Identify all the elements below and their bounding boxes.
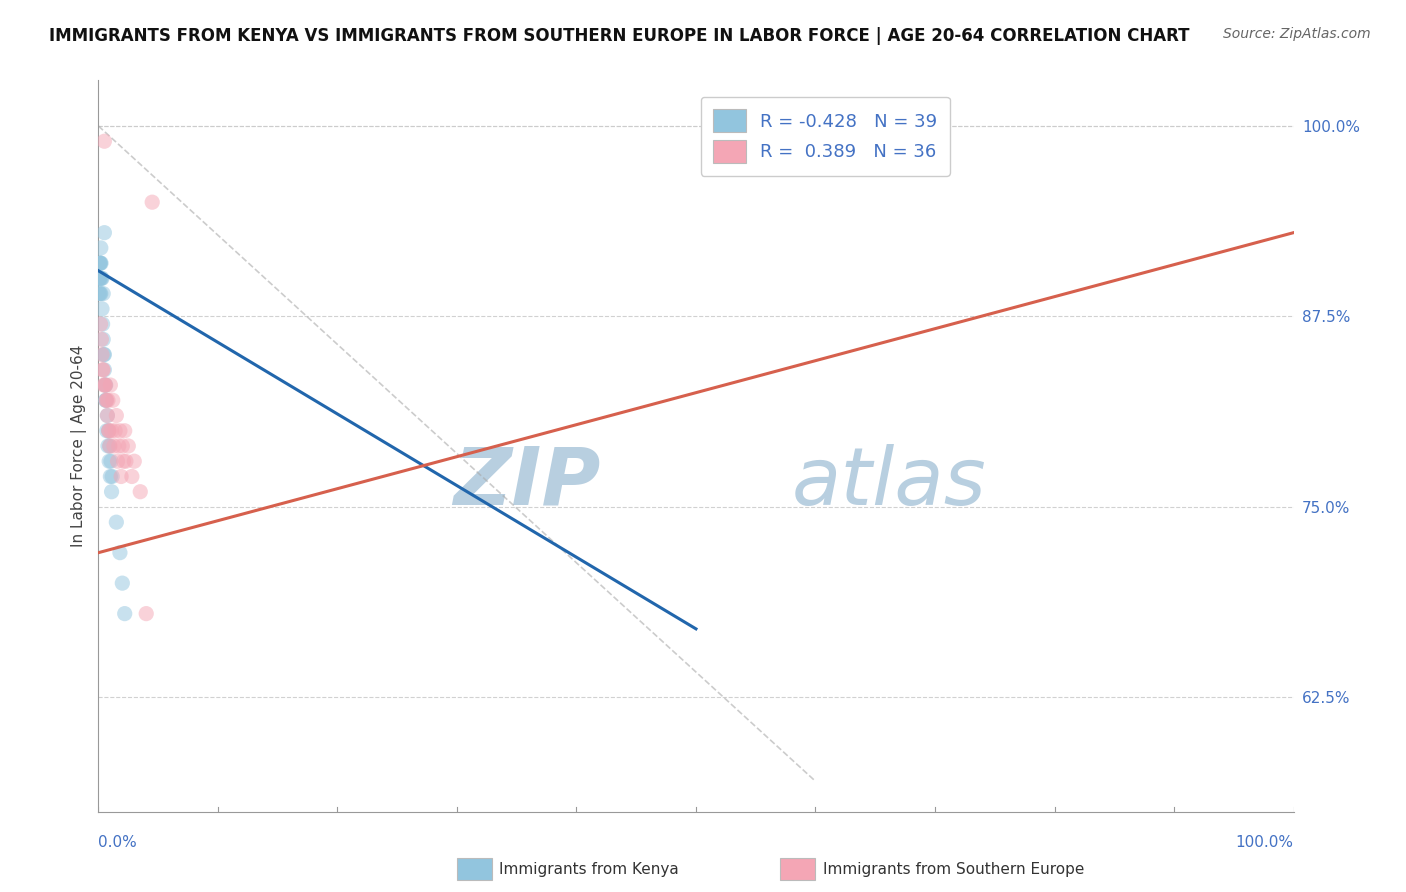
- Text: atlas: atlas: [792, 443, 987, 522]
- Point: [91, 363, 114, 377]
- Point: [111, 576, 134, 591]
- Text: Source: ZipAtlas.com: Source: ZipAtlas.com: [1223, 27, 1371, 41]
- Point: [89, 256, 111, 270]
- Point: [94, 378, 117, 392]
- Point: [93, 226, 115, 240]
- Point: [89, 271, 111, 285]
- Point: [94, 393, 117, 408]
- Point: [98, 439, 121, 453]
- Point: [135, 607, 157, 621]
- Point: [93, 363, 115, 377]
- Point: [90, 317, 112, 331]
- Point: [96, 424, 118, 438]
- Point: [93, 347, 115, 362]
- Point: [108, 546, 131, 560]
- Point: [96, 409, 118, 423]
- Point: [98, 424, 121, 438]
- Point: [105, 409, 128, 423]
- Point: [124, 454, 146, 468]
- Point: [96, 393, 118, 408]
- Point: [96, 393, 118, 408]
- Point: [93, 378, 115, 392]
- Point: [97, 424, 120, 438]
- Point: [97, 424, 120, 438]
- Point: [100, 454, 122, 468]
- Text: IMMIGRANTS FROM KENYA VS IMMIGRANTS FROM SOUTHERN EUROPE IN LABOR FORCE | AGE 20: IMMIGRANTS FROM KENYA VS IMMIGRANTS FROM…: [49, 27, 1189, 45]
- Point: [91, 317, 114, 331]
- Point: [89, 256, 111, 270]
- Text: 0.0%: 0.0%: [98, 835, 138, 849]
- Text: ZIP: ZIP: [453, 443, 600, 522]
- Point: [117, 439, 139, 453]
- Point: [97, 393, 120, 408]
- Point: [141, 195, 163, 210]
- Point: [90, 271, 112, 285]
- Point: [112, 454, 135, 468]
- Point: [91, 363, 114, 377]
- Point: [108, 424, 131, 438]
- Point: [89, 256, 111, 270]
- Point: [91, 286, 114, 301]
- Legend: R = -0.428   N = 39, R =  0.389   N = 36: R = -0.428 N = 39, R = 0.389 N = 36: [700, 96, 950, 176]
- Text: Immigrants from Southern Europe: Immigrants from Southern Europe: [823, 863, 1084, 877]
- Point: [98, 454, 121, 468]
- Point: [129, 484, 152, 499]
- Point: [111, 439, 134, 453]
- Point: [91, 271, 114, 285]
- Point: [90, 241, 112, 255]
- Point: [98, 378, 122, 392]
- Point: [107, 454, 129, 468]
- Point: [101, 393, 124, 408]
- Point: [107, 439, 129, 453]
- Text: Immigrants from Kenya: Immigrants from Kenya: [499, 863, 679, 877]
- Point: [121, 469, 143, 483]
- Point: [104, 424, 127, 438]
- Point: [94, 378, 117, 392]
- Point: [93, 347, 115, 362]
- Point: [98, 439, 121, 453]
- Point: [103, 439, 125, 453]
- Point: [98, 469, 122, 483]
- Y-axis label: In Labor Force | Age 20-64: In Labor Force | Age 20-64: [72, 345, 87, 547]
- Point: [90, 256, 112, 270]
- Point: [89, 286, 111, 301]
- Point: [91, 301, 114, 316]
- Point: [101, 469, 124, 483]
- Point: [94, 378, 117, 392]
- Point: [90, 286, 112, 301]
- Point: [110, 469, 132, 483]
- Point: [89, 286, 111, 301]
- Point: [93, 134, 115, 148]
- Point: [97, 439, 120, 453]
- Point: [94, 378, 117, 392]
- Point: [90, 271, 112, 285]
- Text: 100.0%: 100.0%: [1236, 835, 1294, 849]
- Point: [105, 515, 128, 529]
- Point: [100, 424, 122, 438]
- Point: [100, 484, 122, 499]
- Point: [90, 332, 112, 346]
- Point: [96, 409, 118, 423]
- Point: [91, 332, 114, 346]
- Point: [96, 393, 118, 408]
- Point: [91, 347, 114, 362]
- Point: [114, 424, 136, 438]
- Point: [114, 607, 136, 621]
- Point: [89, 271, 111, 285]
- Point: [115, 454, 138, 468]
